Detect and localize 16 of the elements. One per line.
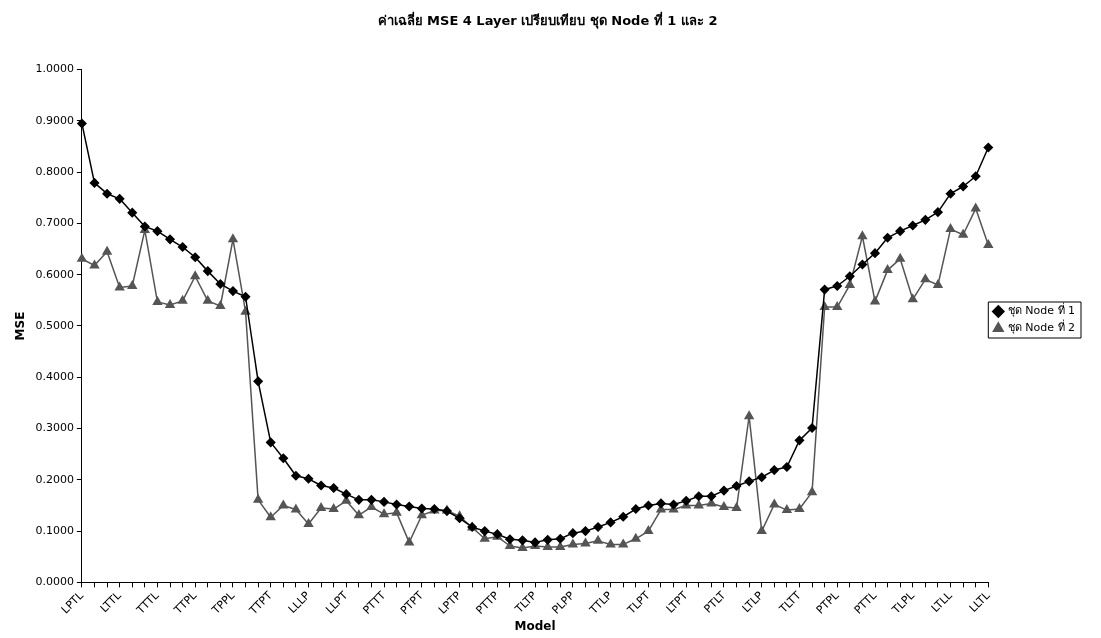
y-tick-label: 0.4000 [35,370,74,384]
y-tick-label: 0.6000 [35,267,74,281]
y-axis-title: MSE [13,311,28,341]
y-tick-label: 0.3000 [35,421,74,435]
y-tick-label: 0.9000 [35,113,74,127]
y-tick-label: 0.2000 [35,472,74,486]
y-tick-label: 0.8000 [35,165,74,179]
y-tick-label: 0.1000 [35,523,74,537]
legend-label: ชุด Node ที่ 2 [1007,319,1076,335]
legend-label: ชุด Node ที่ 1 [1007,302,1076,318]
y-tick-label: 0.0000 [35,575,74,589]
y-tick-label: 0.5000 [35,318,74,332]
y-tick-label: 1.0000 [35,62,74,76]
y-tick-label: 0.7000 [35,216,74,230]
x-axis-title: Model [514,618,556,633]
chart-title: ค่าเฉลี่ย MSE 4 Layer เปรียบเทียบ ชุด Node ที่ 1 และ 2 [377,11,718,30]
